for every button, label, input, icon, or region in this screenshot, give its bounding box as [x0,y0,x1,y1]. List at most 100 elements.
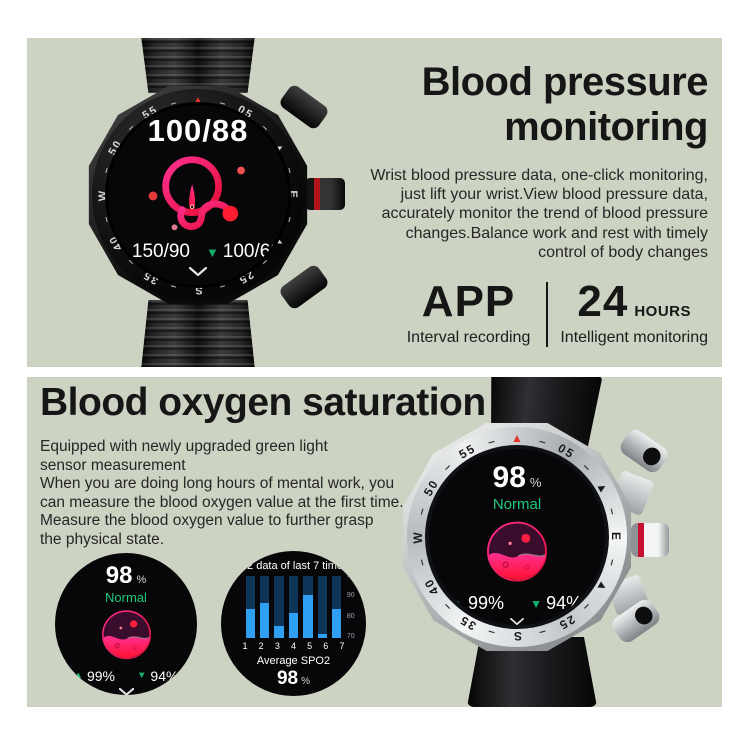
chart-x-label: 2 [258,641,264,651]
chevron-down-icon [189,267,207,276]
hours-unit: HOURS [634,303,691,321]
watch-button-bottom [277,262,331,312]
chart-y-label: 80 [346,612,355,620]
stat-hours: 24 HOURS Intelligent monitoring [560,280,708,347]
spo2-minmax-row: ▲ 99% ▼ 94% [452,593,582,614]
chart-bar-track [259,576,270,638]
spo2-description: Equipped with newly upgraded green light… [40,438,486,550]
bp-minmax-row: ▲ 150/90 ▼ 100/60 [115,241,281,263]
chart-bar [303,594,313,638]
text-line: control of body changes [538,243,708,261]
chart-y-label: 90 [346,592,355,600]
bezel-north-triangle-icon: ▲ [511,431,523,445]
bp-copy-block: Blood pressure monitoring Wrist blood pr… [328,60,709,348]
spo2-low-value: 94% [150,667,179,684]
chevron-down-icon [510,618,524,625]
spo2-minmax-row: ▲ 99% ▼ 94% [74,668,179,684]
text-line: the physical state. [40,530,165,548]
spo2-watch-photo: ▲ 05 ▲ E ▲ 25 S 35 40 W 50 55– – – – – – – – – – – – 98 % Norm… [377,377,722,707]
spo2-high: ▲ 99% [74,668,115,684]
chart-bar [259,602,270,638]
hours-value: 24 [577,277,629,327]
spo2-copy-block: Blood oxygen saturation Equipped with ne… [40,381,486,550]
chart-bar [245,609,255,638]
spo2-value-row: 98 % [493,461,542,495]
chart-title: O2 data of last 7 times [238,560,349,572]
chart-x-label: 5 [307,641,313,651]
chart-average-label: Average SPO2 [256,655,331,667]
bp-description: Wrist blood pressure data, one-click mon… [328,166,708,262]
chart-x-label: 3 [274,641,280,651]
bp-reading: 100/88 [147,113,249,148]
chart-x-label: 1 [242,641,248,651]
watch-button-top [617,426,671,476]
up-triangle-icon: ▲ [73,670,83,682]
down-triangle-icon: ▼ [530,596,543,611]
spo2-watch-screen: 98 % Normal ▲ 99% ▼ 94% [425,445,609,629]
text-line: can measure the blood oxygen value at th… [40,493,404,511]
page-title: Blood pressure monitoring [328,60,709,150]
chart-average-value: 98 [276,668,299,689]
text-line: sensor measurement [40,456,186,474]
chart-bar-track [332,576,342,638]
spo2-high-value: 99% [467,593,504,614]
stat-app: APP Interval recording [407,280,531,347]
title-line: monitoring [504,105,708,149]
down-triangle-icon: ▼ [137,670,147,682]
watch-strap-bottom [141,300,255,367]
watch-crown [631,523,669,557]
chart-bar [332,609,342,638]
chart-bar-track [303,576,313,638]
chart-average-unit: % [301,676,311,687]
spo2-value: 98 [105,562,133,589]
spo2-bar-plot [245,576,342,638]
chart-y-label: 100 [346,572,359,579]
hours-caption: Intelligent monitoring [560,329,708,347]
bp-watch-screen: 100/88 ▲ 150/90 ▼ 100/60 [105,102,291,288]
chart-bar [317,633,328,638]
stats-row: APP Interval recording 24 HOURS Intellig… [328,280,708,348]
chart-y-label: 70 [346,632,355,640]
spo2-unit: % [136,574,147,586]
chart-bar-track [317,576,328,638]
text-line: Measure the blood oxygen value to furthe… [40,512,374,530]
watch-button-top [277,82,331,132]
spo2-high-value: 99% [86,667,115,684]
text-line: Wrist blood pressure data, one-click mon… [370,167,708,184]
blood-oxygen-panel: ▲ 05 ▲ E ▲ 25 S 35 40 W 50 55– – – – – – – – – – – – 98 % Norm… [27,377,722,707]
title-line: Blood pressure [421,60,709,104]
chart-bar [288,613,299,638]
chart-x-label: 7 [339,641,345,651]
chart-bar-track [274,576,284,638]
hours-row: 24 HOURS [560,280,708,324]
chart-bar-track [288,576,299,638]
spo2-yticks: 100 90 80 70 [347,572,359,640]
text-line: changes.Balance work and rest with timel… [405,224,708,242]
chart-bar-track [245,576,255,638]
down-triangle-icon: ▼ [206,244,219,260]
spo2-value: 98 [492,461,526,494]
stats-divider [546,282,549,348]
spo2-low: ▼ 94% [137,668,178,684]
watch-crown [305,178,345,210]
text-line: Equipped with newly upgraded green light [40,438,328,455]
spo2-sphere-graphic [487,521,547,582]
chart-x-label: 4 [290,641,296,651]
spo2-unit: % [529,475,542,490]
chart-average-value-row: 98 % [277,668,310,690]
text-line: When you are doing long hours of mental … [40,475,395,493]
section-title: Blood oxygen saturation [40,381,486,424]
watch-strap-top [141,38,255,93]
spo2-inset-face: 98 % Normal ▲ 99% ▼ 94% [55,553,197,695]
chart-x-label: 6 [323,641,329,651]
spo2-value-row: 98 % [106,562,146,590]
spo2-status: Normal [492,496,542,513]
chart-plot-area: 100 90 80 70 [245,572,359,640]
text-line: just lift your wrist.View blood pressure… [400,186,708,204]
chevron-down-icon [118,687,134,695]
spo2-sphere-graphic [101,610,151,660]
